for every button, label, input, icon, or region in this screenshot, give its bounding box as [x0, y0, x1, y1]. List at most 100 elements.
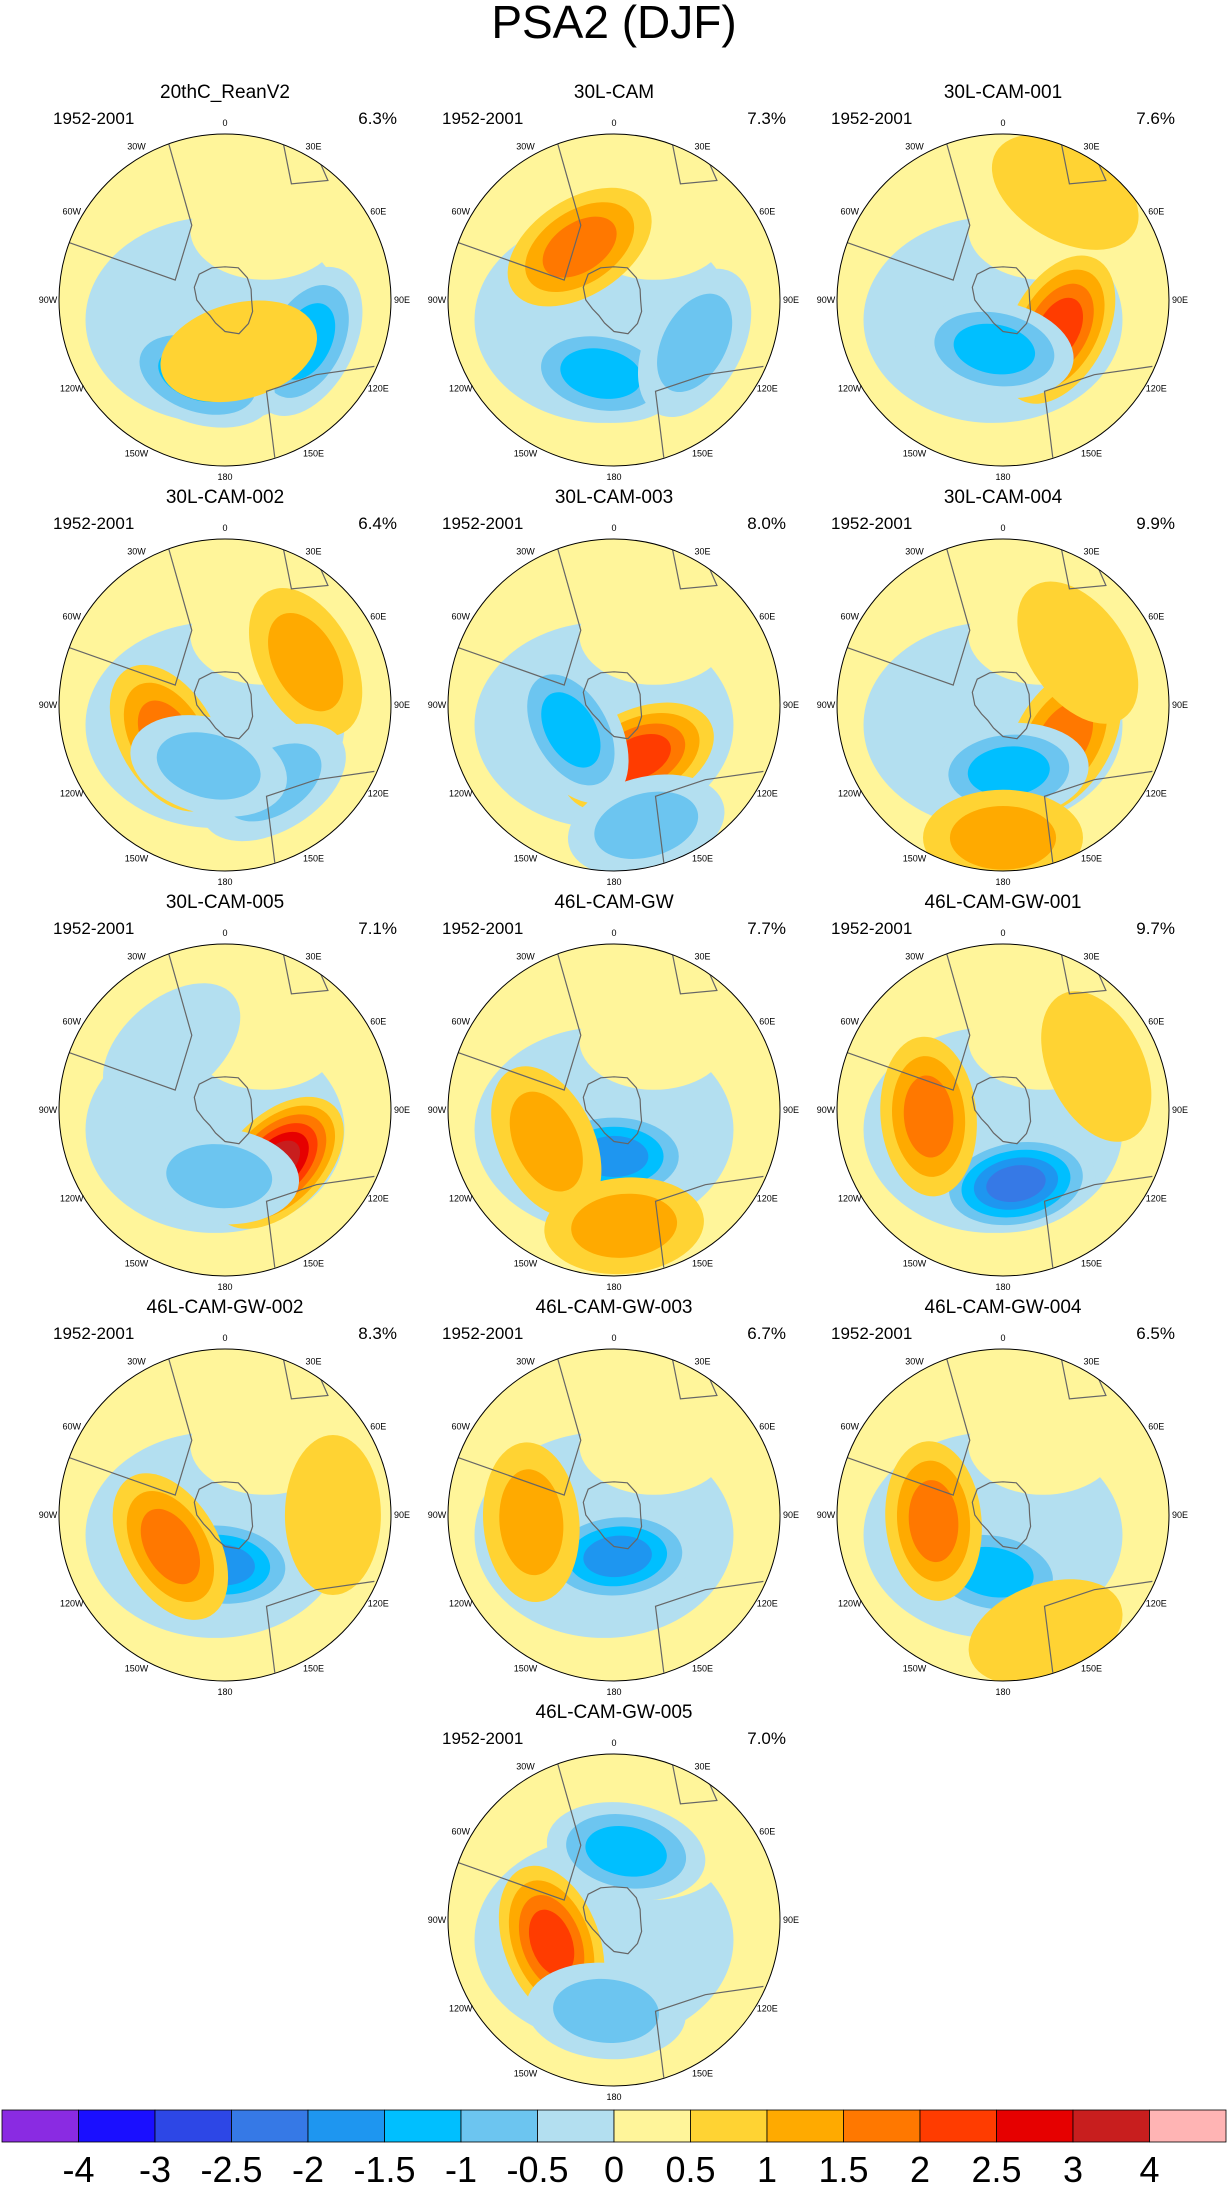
longitude-label: 150W [125, 853, 149, 863]
panel: 0 30E 60E 90E 120E 150E 180 150W 120W 90W 60W 30W 30… [428, 82, 799, 482]
panel-period: 1952-2001 [442, 919, 523, 938]
africa-coastline [671, 1357, 718, 1400]
contour-field [456, 137, 764, 458]
antarctica-coastline [582, 671, 643, 740]
longitude-label: 60W [451, 207, 470, 217]
colorbar-label: -2.5 [200, 2149, 262, 2186]
longitude-label: 120E [757, 2004, 778, 2014]
contour-band [579, 990, 729, 1090]
panel-period: 1952-2001 [442, 109, 523, 128]
colorbar-label: 0 [604, 2149, 624, 2186]
south-america-coastline [67, 542, 193, 686]
contour-field [845, 1352, 1153, 1681]
panel-title: 46L-CAM-GW-001 [925, 892, 1082, 913]
anomaly-contour [583, 1535, 652, 1578]
longitude-label: 60W [840, 1422, 859, 1432]
longitude-label: 150W [514, 2068, 538, 2078]
longitude-label: 0 [611, 1738, 616, 1748]
anomaly-contour [1017, 581, 1139, 724]
longitude-label: 0 [611, 1333, 616, 1343]
contour-band [579, 1395, 729, 1495]
panel: 0 30E 60E 90E 120E 150E 180 150W 120W 90W 60W 30W 30… [39, 487, 410, 887]
longitude-label: 60E [370, 1422, 386, 1432]
anomaly-contour [268, 612, 344, 712]
longitude-label: 60E [370, 207, 386, 217]
longitude-label: 90W [428, 700, 447, 710]
map-border [447, 1348, 781, 1682]
south-america-coastline [67, 947, 193, 1091]
longitude-label: 120W [449, 384, 473, 394]
longitude-label: 90E [394, 700, 410, 710]
longitude-label: 150E [1081, 853, 1102, 863]
colorbar-label: 2 [910, 2149, 930, 2186]
contour-field [456, 1352, 764, 1673]
longitude-label: 180 [606, 1687, 621, 1697]
anomaly-contour [166, 1144, 273, 1209]
colorbar-swatch [1149, 2109, 1227, 2143]
australia-coastline [654, 365, 764, 458]
longitude-label: 150W [514, 1258, 538, 1268]
panel: 0 30E 60E 90E 120E 150E 180 150W 120W 90W 60W 30W 30… [428, 487, 799, 887]
australia-coastline [265, 1580, 375, 1673]
longitude-label: 30W [516, 1762, 535, 1772]
panel-period: 1952-2001 [831, 514, 912, 533]
contour-band [190, 180, 340, 280]
anomaly-contour [903, 1075, 954, 1158]
longitude-label: 30E [1083, 547, 1099, 557]
longitude-label: 120W [60, 789, 84, 799]
colorbar-swatch [78, 2109, 156, 2143]
longitude-label: 60W [840, 207, 859, 217]
panel-variance-pct: 7.7% [747, 919, 786, 938]
colorbar-label: -1.5 [353, 2149, 415, 2186]
figure-title: PSA2 (DJF) [491, 0, 736, 48]
panel: 0 30E 60E 90E 120E 150E 180 150W 120W 90W 60W 30W 46… [428, 1702, 799, 2102]
longitude-label: 30W [127, 142, 146, 152]
longitude-label: 150E [1081, 1663, 1102, 1673]
antarctica-coastline [582, 1886, 643, 1955]
australia-coastline [1043, 1580, 1153, 1673]
panel-title: 30L-CAM-003 [555, 487, 673, 508]
longitude-label: 120E [1146, 1599, 1167, 1609]
map-border [447, 133, 781, 467]
anomaly-contour [541, 692, 601, 768]
colorbar-swatch [843, 2109, 921, 2143]
colorbar-swatch [307, 2109, 385, 2143]
longitude-label: 150W [514, 853, 538, 863]
australia-coastline [654, 1985, 764, 2078]
contour-field [67, 542, 375, 863]
contour-field [845, 947, 1153, 1268]
longitude-label: 120W [838, 1194, 862, 1204]
longitude-label: 150E [303, 448, 324, 458]
panel: 0 30E 60E 90E 120E 150E 180 150W 120W 90W 60W 30W 46… [428, 892, 799, 1292]
longitude-label: 90W [39, 700, 58, 710]
longitude-label: 180 [995, 1687, 1010, 1697]
longitude-label: 60E [1148, 1422, 1164, 1432]
longitude-label: 60E [759, 1827, 775, 1837]
longitude-label: 30W [905, 547, 924, 557]
panel: 0 30E 60E 90E 120E 150E 180 150W 120W 90W 60W 30W 46… [428, 1297, 799, 1697]
longitude-label: 30E [305, 547, 321, 557]
longitude-label: 150W [125, 1258, 149, 1268]
longitude-label: 120W [449, 1599, 473, 1609]
longitude-label: 150W [903, 448, 927, 458]
longitude-label: 30E [694, 952, 710, 962]
south-america-coastline [456, 947, 582, 1091]
south-america-coastline [845, 542, 971, 686]
longitude-label: 120E [368, 789, 389, 799]
longitude-label: 60E [759, 207, 775, 217]
panel-title: 30L-CAM [574, 82, 654, 103]
panel: 0 30E 60E 90E 120E 150E 180 150W 120W 90W 60W 30W 30… [817, 487, 1188, 887]
africa-coastline [282, 1357, 329, 1400]
longitude-label: 30E [305, 952, 321, 962]
africa-coastline [1060, 952, 1107, 995]
longitude-label: 60W [451, 612, 470, 622]
anomaly-contour [553, 1978, 659, 2044]
panels-grid: 0 30E 60E 90E 120E 150E 180 150W 120W 90W 60W 30W 20… [39, 82, 1188, 2102]
colorbar-swatch [231, 2109, 309, 2143]
colorbar-label: 1.5 [818, 2149, 868, 2186]
panel-period: 1952-2001 [442, 1729, 523, 1748]
longitude-label: 0 [222, 1333, 227, 1343]
longitude-label: 90W [39, 295, 58, 305]
colorbar-swatch [537, 2109, 615, 2143]
